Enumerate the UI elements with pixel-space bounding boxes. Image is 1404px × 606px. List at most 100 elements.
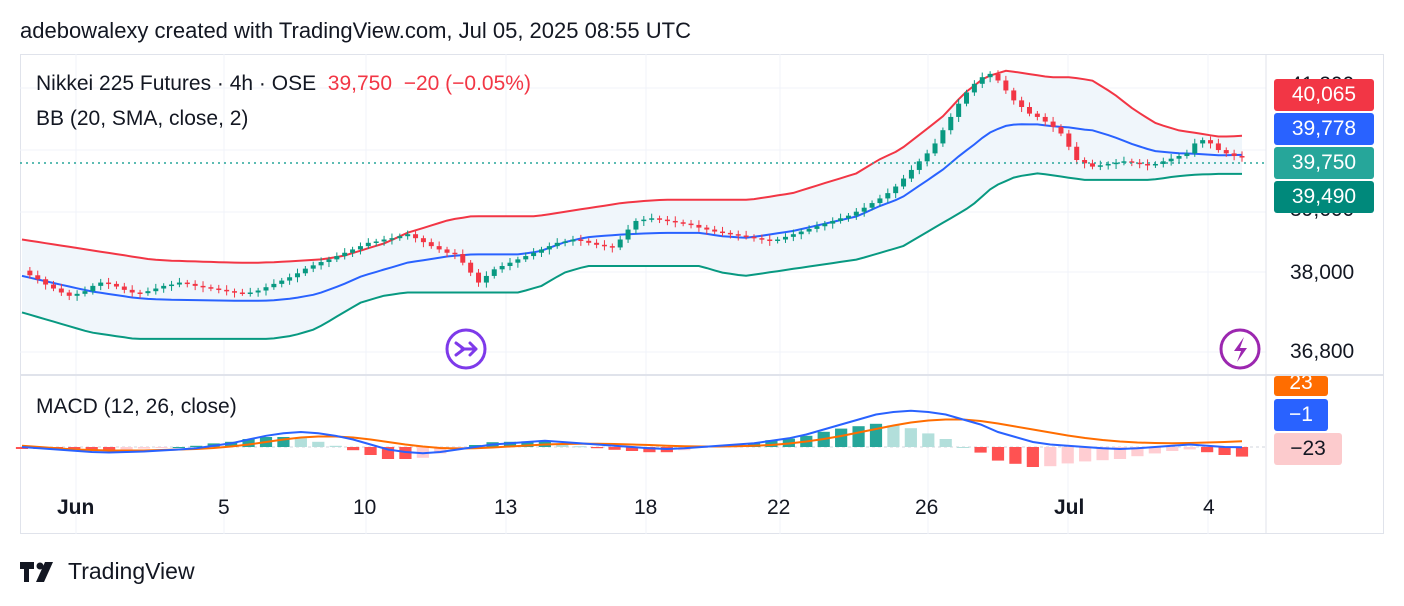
macd-signal-line (21, 418, 1243, 452)
candle-body (184, 282, 190, 285)
candle-body (649, 218, 655, 220)
macd-histogram-bar (922, 433, 935, 447)
macd-legend[interactable]: MACD (12, 26, close) (36, 395, 237, 418)
macd-histogram-bar (137, 447, 151, 449)
candle-body (1113, 162, 1119, 165)
macd-histogram-bar (1235, 447, 1249, 457)
symbol-legend[interactable]: Nikkei 225 Futures · 4h · OSE 39,750 −20… (36, 72, 531, 96)
time-axis-label: 10 (353, 496, 377, 519)
last-price: 39,750 (327, 72, 393, 95)
candle-body (35, 275, 41, 280)
tradingview-footer[interactable]: TradingView (20, 558, 195, 585)
macd-histogram-bar (294, 438, 307, 447)
candle-body (192, 283, 198, 286)
macd-histogram-bar (939, 439, 952, 447)
bb-lower-line (21, 172, 1242, 340)
candle-body (208, 287, 214, 289)
macd-histogram-bar (1113, 447, 1127, 459)
event-arrow-icon[interactable] (445, 328, 487, 370)
candle-body (712, 229, 718, 232)
candle-body (680, 222, 686, 224)
candle-body (294, 273, 300, 278)
candle-body (476, 272, 482, 283)
candle-body (625, 229, 631, 240)
candle-body (1019, 100, 1025, 107)
candle-body (877, 198, 883, 204)
candle-body (507, 262, 513, 266)
candle-body (397, 236, 403, 239)
candle-body (247, 292, 253, 294)
price-axis-label: 36,800 (1290, 340, 1355, 363)
candle-body (82, 291, 88, 294)
candle-body (570, 239, 576, 242)
time-axis-label: 13 (494, 496, 518, 519)
candle-body (523, 256, 529, 260)
last-price-tag: 39,750 (1274, 147, 1374, 179)
candle-body (633, 220, 639, 230)
candle-body (704, 227, 710, 230)
time-axis-label: Jun (57, 496, 95, 519)
candle-body (1082, 160, 1088, 164)
bb-legend[interactable]: BB (20, SMA, close, 2) (36, 107, 249, 130)
candle-body (948, 116, 954, 131)
macd-histogram-bar (277, 437, 290, 447)
candle-body (1176, 156, 1182, 159)
candle-body (200, 285, 206, 288)
candle-body (838, 218, 844, 221)
candle-body (672, 220, 678, 223)
lightning-event-icon[interactable] (1219, 328, 1261, 370)
candle-body (1089, 163, 1095, 167)
candle-body (861, 207, 867, 212)
candle-body (578, 239, 584, 241)
macd-histogram-bar (364, 447, 377, 455)
candle-body (1223, 150, 1229, 154)
macd-histogram-bar (974, 447, 987, 453)
macd-histogram-bar (1079, 447, 1092, 462)
candle-body (735, 234, 741, 236)
macd-value-tag: −1 (1274, 399, 1328, 431)
candle-body (420, 238, 426, 243)
bollinger-band-fill (22, 70, 1242, 339)
macd-histogram-bar (1009, 447, 1022, 464)
candle-body (688, 223, 694, 226)
macd-histogram-bar (225, 441, 238, 447)
candle-body (1097, 165, 1103, 167)
bollinger-band-lines (21, 69, 1243, 340)
candle-body (1105, 163, 1111, 166)
macd-histogram-bar (155, 447, 168, 448)
candle-body (822, 223, 828, 227)
macd-line (21, 409, 1243, 455)
candle-body (263, 287, 269, 291)
candle-body (27, 270, 33, 276)
candle-body (594, 242, 600, 245)
candle-body (1050, 121, 1056, 127)
time-axis-label: 5 (218, 496, 230, 519)
candle-body (751, 236, 757, 239)
candle-body (153, 288, 159, 292)
candle-body (350, 249, 356, 253)
macd-histogram-bar (835, 428, 848, 447)
macd-histogram-bar (1166, 447, 1179, 451)
macd-histogram-bar (190, 445, 203, 447)
bb-basis-line (21, 123, 1243, 302)
macd-histogram-bar (1131, 447, 1144, 457)
candle-body (1192, 143, 1198, 154)
candle-body (727, 232, 733, 235)
candle-body (271, 283, 277, 288)
candle-body (798, 231, 804, 235)
candle-body (1168, 158, 1174, 162)
candle-body (373, 241, 379, 243)
macd-histogram-bar (591, 447, 604, 449)
macd-signal-tag: 23 (1274, 376, 1328, 396)
bb-upper-line (21, 69, 1243, 264)
candle-body (956, 103, 962, 117)
macd-histogram-bar (172, 447, 185, 448)
candle-body (381, 239, 387, 242)
candle-body (66, 292, 72, 296)
candle-body (869, 203, 875, 208)
candle-body (389, 238, 395, 240)
candle-body (1152, 163, 1158, 166)
candle-body (609, 246, 615, 248)
time-axis-label: 26 (915, 496, 939, 519)
